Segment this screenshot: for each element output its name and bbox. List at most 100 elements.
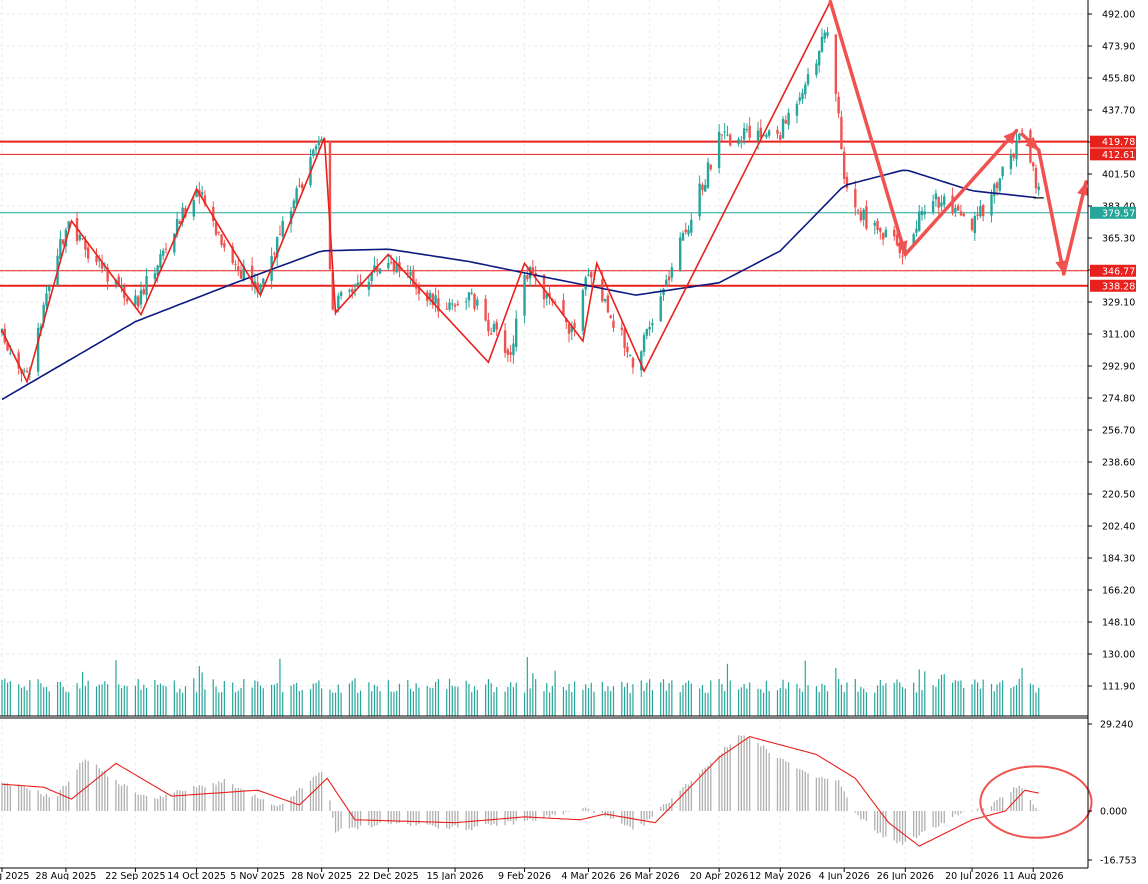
candle-body [281, 220, 284, 237]
candle-body [214, 222, 218, 235]
candle-body [489, 333, 493, 335]
candle-body [745, 129, 749, 131]
highlight-ellipse [979, 765, 1093, 839]
candle-body [295, 188, 298, 204]
candle-body [531, 267, 535, 274]
level-label: 419.78 [1102, 137, 1135, 148]
time-tick-label: 5 Nov 2025 [230, 871, 285, 880]
candle-body [798, 97, 801, 101]
time-tick-label: 20 Apr 2026 [690, 871, 749, 880]
price-tick-label: 238.60 [1102, 458, 1135, 469]
candle-body [67, 221, 70, 230]
time-tick-label: 4 Mar 2026 [561, 871, 615, 880]
candle-body [970, 218, 974, 230]
candle-body [523, 274, 526, 316]
candle-body [470, 292, 473, 294]
candle-body [387, 262, 390, 269]
candle-body [1001, 166, 1004, 176]
level-label-bg [1090, 206, 1136, 219]
price-tick-label: 365.30 [1102, 234, 1135, 245]
candle-body [901, 255, 904, 257]
candle-body [78, 234, 82, 240]
candle-body [640, 351, 643, 371]
candle-body [278, 233, 282, 235]
candle-body [339, 292, 343, 296]
candle-body [567, 324, 571, 334]
candle-body [678, 237, 682, 270]
level-label: 338.28 [1102, 281, 1135, 292]
candle-body [667, 276, 671, 281]
candle-body [973, 215, 977, 234]
candle-body [231, 246, 234, 264]
candle-body [217, 231, 220, 233]
candle-body [1015, 140, 1018, 160]
time-tick-label: 22 Dec 2025 [358, 871, 419, 880]
candle-body [584, 277, 587, 290]
oscillator-panel [1, 735, 1093, 847]
candle-body [767, 130, 771, 136]
candle-body [492, 324, 496, 333]
candle-body [487, 319, 490, 332]
candle-body [409, 272, 412, 276]
candle-body [873, 222, 876, 226]
candle-body [495, 322, 498, 330]
candle-body [884, 229, 888, 238]
candle-body [545, 294, 548, 299]
price-tick-label: 166.20 [1102, 586, 1135, 597]
candle-body [100, 262, 104, 269]
candle-body [23, 370, 26, 372]
candle-body [784, 120, 788, 124]
candle-body [737, 139, 740, 145]
candle-body [581, 290, 585, 331]
price-tick-label: 130.00 [1102, 650, 1135, 661]
candle-body [526, 275, 529, 280]
forecast-arrow-head [1003, 130, 1017, 145]
candle-body [237, 266, 240, 271]
candle-body [690, 219, 693, 233]
candle-body [464, 301, 468, 303]
candle-body [1031, 162, 1035, 167]
candle-body [262, 278, 265, 284]
candle-body [356, 282, 359, 287]
price-tick-label: 401.50 [1102, 170, 1135, 181]
candle-body [781, 118, 785, 139]
candle-body [606, 295, 610, 313]
candle-body [623, 329, 626, 348]
zigzag-lines [1, 1, 832, 384]
time-tick-label: 28 Nov 2025 [291, 871, 352, 880]
candle-body [337, 295, 340, 309]
candle-body [39, 326, 43, 331]
candle-body [837, 96, 840, 114]
candle-body [801, 92, 804, 100]
candle-body [320, 139, 323, 142]
candle-body [153, 273, 157, 279]
candle-body [590, 272, 593, 278]
forecast-arrow-head [1077, 182, 1089, 196]
candle-body [395, 264, 398, 273]
candle-body [412, 269, 415, 286]
candle-body [45, 293, 48, 306]
candle-body [993, 184, 996, 196]
candle-body [378, 268, 382, 274]
candle-body [720, 134, 724, 136]
price-tick-label: 292.90 [1102, 362, 1135, 373]
candle-body [756, 130, 760, 142]
candle-body [1018, 133, 1021, 140]
candle-body [173, 233, 176, 253]
time-tick-label: 4 Jun 2026 [819, 871, 870, 880]
level-label-bg [1090, 148, 1136, 161]
candle-body [601, 279, 604, 302]
candle-body [845, 176, 849, 188]
candle-body [220, 234, 223, 246]
candle-body [437, 298, 440, 312]
candle-body [159, 254, 162, 268]
candle-body [353, 289, 357, 291]
candle-body [289, 210, 293, 225]
candle-body [25, 370, 29, 372]
candle-body [456, 303, 460, 305]
price-tick-label: 111.90 [1102, 682, 1135, 693]
candle-body [503, 330, 507, 353]
candle-body [506, 349, 510, 355]
candle-body [48, 286, 51, 292]
